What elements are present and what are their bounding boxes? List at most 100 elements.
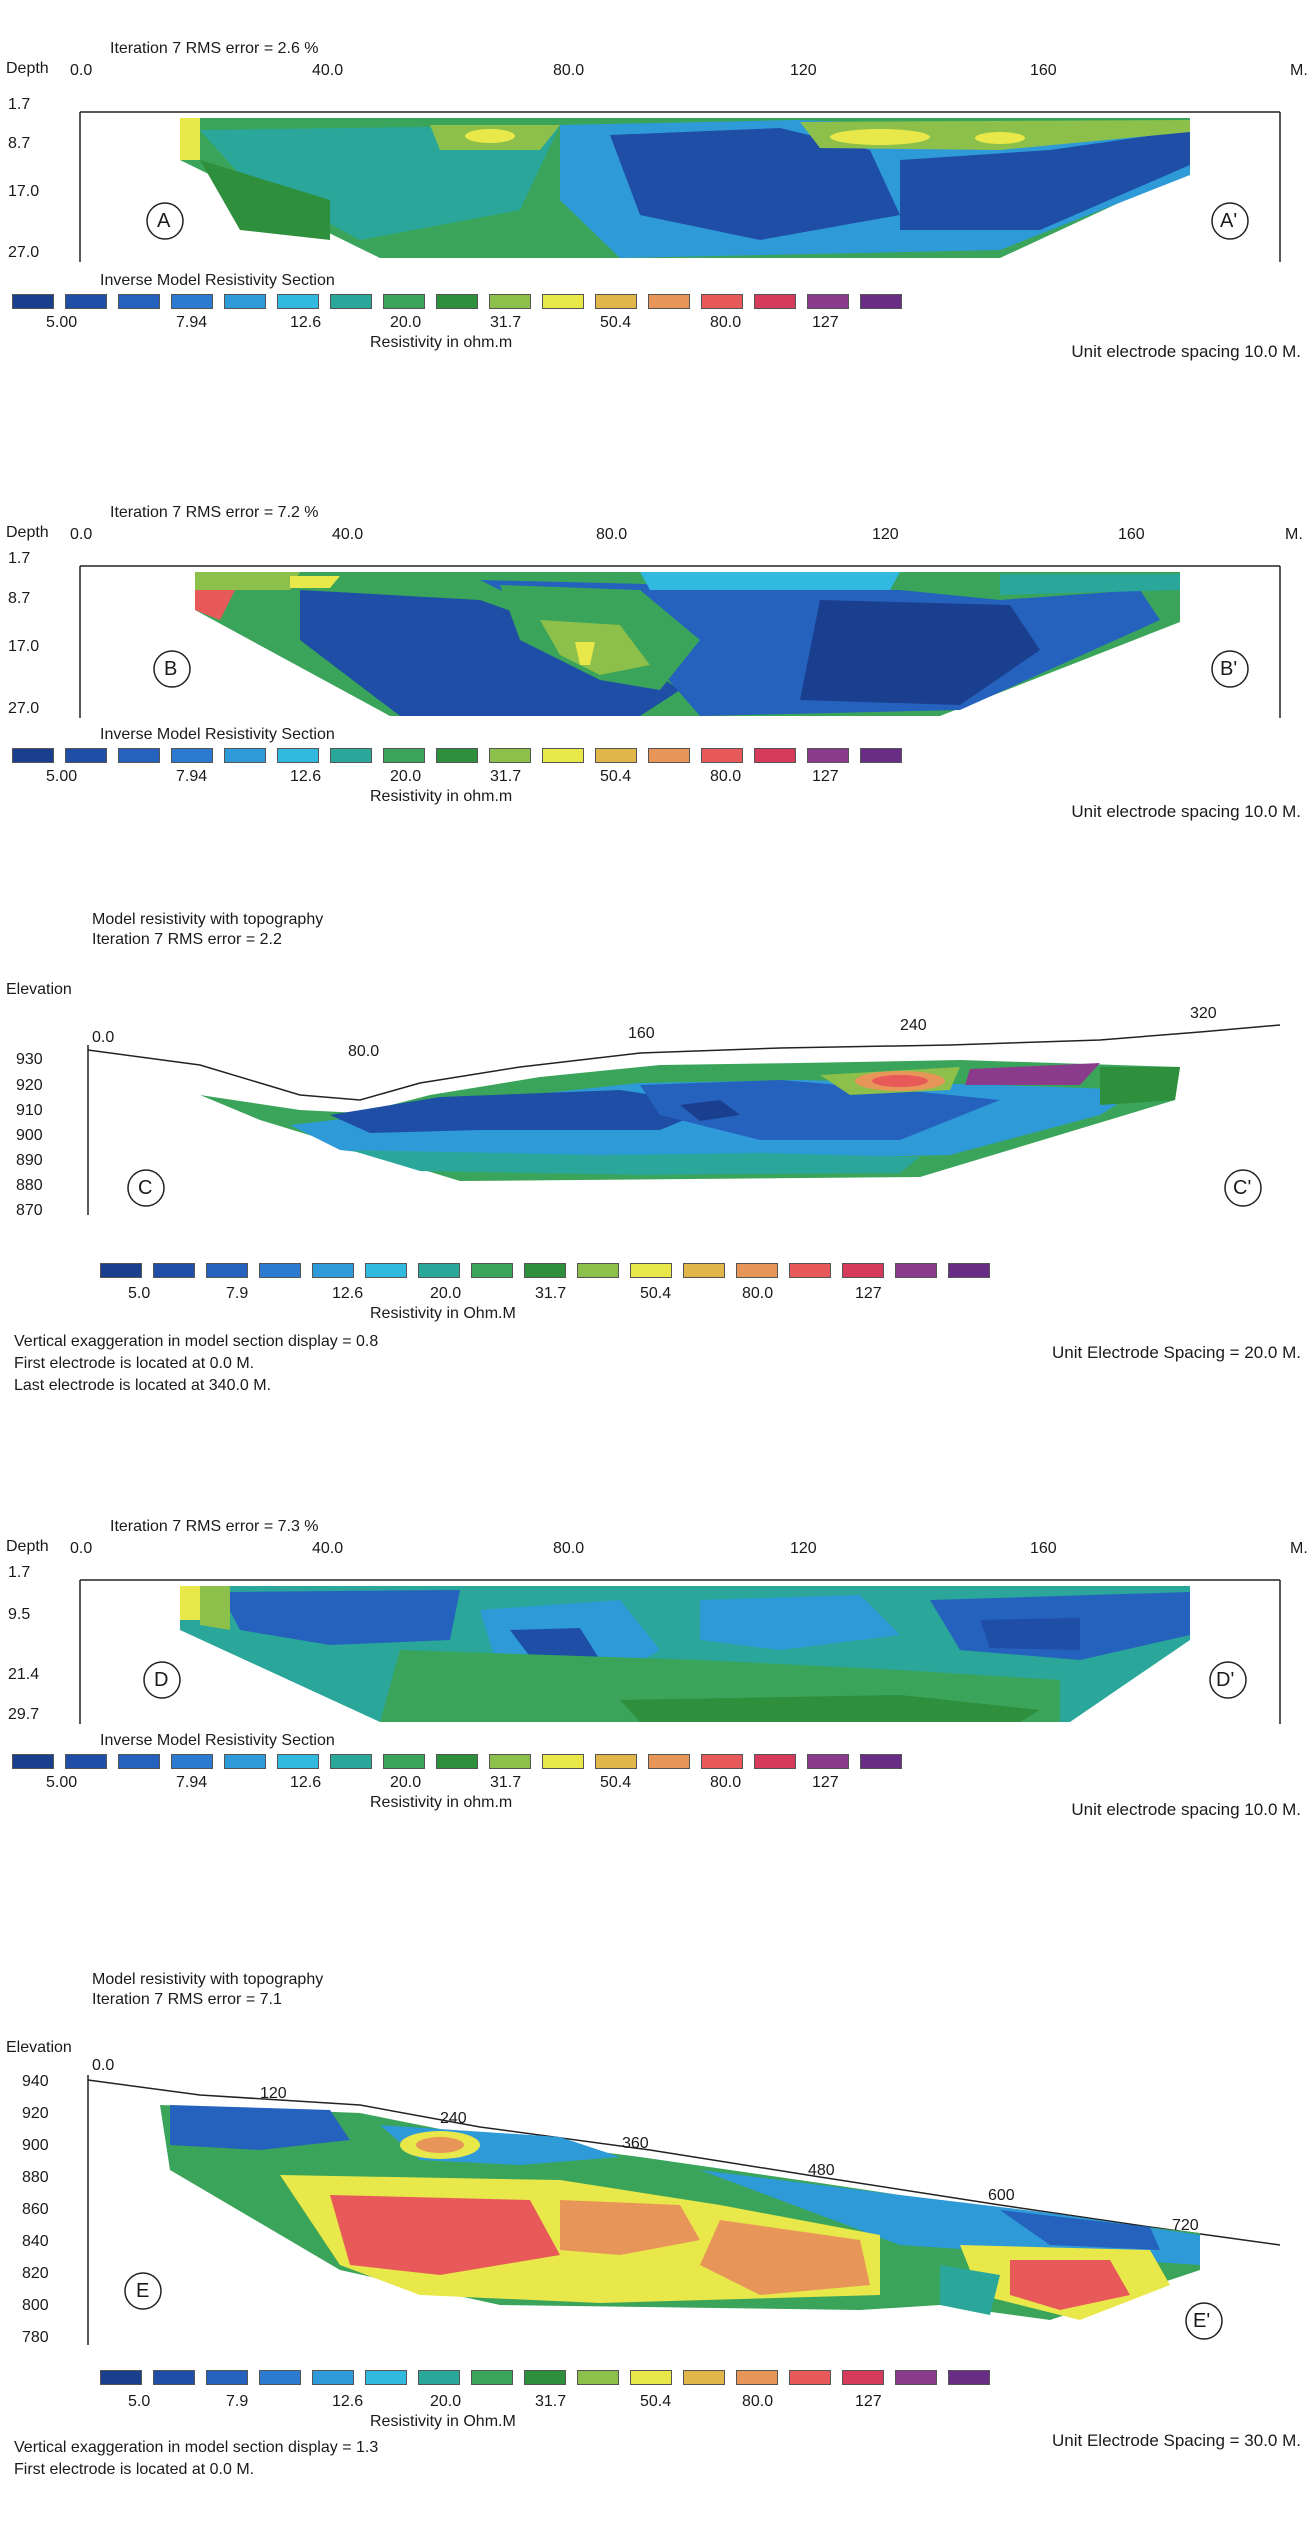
legend-swatch xyxy=(630,1263,672,1278)
section-c-legend-value: 50.4 xyxy=(640,1285,672,1302)
section-d-left-label: D xyxy=(154,1669,169,1691)
section-c-legend-value: 12.6 xyxy=(332,1285,364,1302)
section-e-legend-value: 80.0 xyxy=(742,2393,774,2410)
section-a: Iteration 7 RMS error = 2.6 % Depth M. 0… xyxy=(0,0,1311,390)
section-e-legend xyxy=(100,2370,1001,2390)
section-a-legend-value: 7.94 xyxy=(176,314,208,331)
legend-swatch xyxy=(383,748,425,763)
section-a-legend-value: 31.7 xyxy=(490,314,522,331)
section-d-xtick: 0.0 xyxy=(70,1540,93,1557)
section-d-ytick: 29.7 xyxy=(8,1706,40,1723)
legend-swatch xyxy=(330,748,372,763)
legend-swatch xyxy=(489,748,531,763)
section-d-xtick: 120 xyxy=(790,1540,817,1557)
section-a-legend-value: 12.6 xyxy=(290,314,322,331)
section-c-ytick: 900 xyxy=(16,1127,43,1144)
legend-swatch xyxy=(630,2370,672,2385)
legend-swatch xyxy=(471,2370,513,2385)
section-e-legend-value: 50.4 xyxy=(640,2393,672,2410)
section-b-xtick: 160 xyxy=(1118,526,1145,543)
section-c-xtick: 160 xyxy=(628,1025,655,1042)
legend-swatch xyxy=(701,748,743,763)
section-b-legend-title: Inverse Model Resistivity Section xyxy=(100,726,335,743)
section-e-note: Vertical exaggeration in model section d… xyxy=(14,2439,379,2456)
section-c-legend-value: 7.9 xyxy=(226,1285,249,1302)
section-b-legend-value: 50.4 xyxy=(600,768,632,785)
section-c: Model resistivity with topography Iterat… xyxy=(0,905,1311,1425)
section-d: Iteration 7 RMS error = 7.3 % Depth M. 0… xyxy=(0,1500,1311,1880)
section-e-legend-value: 127 xyxy=(855,2393,882,2410)
legend-swatch xyxy=(595,1754,637,1769)
section-c-title: Model resistivity with topography xyxy=(92,911,324,928)
section-b-legend xyxy=(12,748,913,768)
section-a-xtick: 40.0 xyxy=(312,62,344,79)
legend-swatch xyxy=(277,748,319,763)
legend-swatch xyxy=(895,2370,937,2385)
section-c-legend-value: 127 xyxy=(855,1285,882,1302)
section-a-left-label: A xyxy=(157,210,171,232)
legend-swatch xyxy=(312,2370,354,2385)
section-d-legend xyxy=(12,1754,913,1774)
section-c-xtick: 80.0 xyxy=(348,1043,380,1060)
legend-swatch xyxy=(312,1263,354,1278)
section-a-legend-value: 20.0 xyxy=(390,314,422,331)
legend-swatch xyxy=(12,294,54,309)
section-d-ytick: 1.7 xyxy=(8,1564,31,1581)
legend-swatch xyxy=(171,294,213,309)
section-b-legend-value: 12.6 xyxy=(290,768,322,785)
section-a-ytick: 1.7 xyxy=(8,96,31,113)
section-b-legend-value: 7.94 xyxy=(176,768,208,785)
section-a-xtick: 160 xyxy=(1030,62,1057,79)
section-d-legend-value: 31.7 xyxy=(490,1774,522,1791)
section-d-header: Iteration 7 RMS error = 7.3 % xyxy=(110,1518,319,1535)
section-d-legend-value: 7.94 xyxy=(176,1774,208,1791)
section-b-ytick: 1.7 xyxy=(8,550,31,567)
section-d-legend-title: Inverse Model Resistivity Section xyxy=(100,1732,335,1749)
section-d-ytick: 21.4 xyxy=(8,1666,40,1683)
section-b-legend-value: 80.0 xyxy=(710,768,742,785)
legend-swatch xyxy=(807,748,849,763)
section-c-legend-value: 5.0 xyxy=(128,1285,151,1302)
section-e-xtick: 600 xyxy=(988,2187,1015,2204)
section-c-ytick: 930 xyxy=(16,1051,43,1068)
section-b-xtick: 0.0 xyxy=(70,526,93,543)
section-c-legend xyxy=(100,1263,1001,1283)
section-b-legend-value: 127 xyxy=(812,768,839,785)
legend-swatch xyxy=(224,294,266,309)
legend-swatch xyxy=(754,1754,796,1769)
section-a-ytick: 17.0 xyxy=(8,183,40,200)
legend-swatch xyxy=(383,1754,425,1769)
section-e-ytick: 940 xyxy=(22,2073,49,2090)
section-b-markers xyxy=(153,650,1249,688)
section-e-xtick: 120 xyxy=(260,2085,287,2102)
section-d-plot xyxy=(79,1579,1281,1724)
legend-swatch xyxy=(100,2370,142,2385)
section-e: Model resistivity with topography Iterat… xyxy=(0,1965,1311,2545)
section-c-ytick: 920 xyxy=(16,1077,43,1094)
legend-swatch xyxy=(418,2370,460,2385)
section-b: Iteration 7 RMS error = 7.2 % Depth M. 0… xyxy=(0,490,1311,870)
legend-swatch xyxy=(259,1263,301,1278)
section-a-legend-value: 80.0 xyxy=(710,314,742,331)
section-b-ytick: 27.0 xyxy=(8,700,40,717)
section-b-spacing: Unit electrode spacing 10.0 M. xyxy=(1071,802,1301,821)
section-c-plot xyxy=(87,1024,1281,1215)
section-c-ytick: 880 xyxy=(16,1177,43,1194)
section-c-legend-value: 80.0 xyxy=(742,1285,774,1302)
legend-swatch xyxy=(895,1263,937,1278)
legend-swatch xyxy=(118,748,160,763)
section-e-legend-value: 20.0 xyxy=(430,2393,462,2410)
legend-swatch xyxy=(754,294,796,309)
section-d-legend-value: 5.00 xyxy=(46,1774,78,1791)
legend-swatch xyxy=(701,1754,743,1769)
legend-swatch xyxy=(277,294,319,309)
section-c-note: Vertical exaggeration in model section d… xyxy=(14,1333,379,1350)
section-e-ytick: 920 xyxy=(22,2105,49,2122)
section-e-right-label: E' xyxy=(1193,2310,1211,2332)
section-a-legend xyxy=(12,294,913,314)
legend-swatch xyxy=(577,2370,619,2385)
legend-swatch xyxy=(860,294,902,309)
section-b-xtick: 80.0 xyxy=(596,526,628,543)
legend-swatch xyxy=(206,2370,248,2385)
section-b-left-label: B xyxy=(164,658,178,680)
